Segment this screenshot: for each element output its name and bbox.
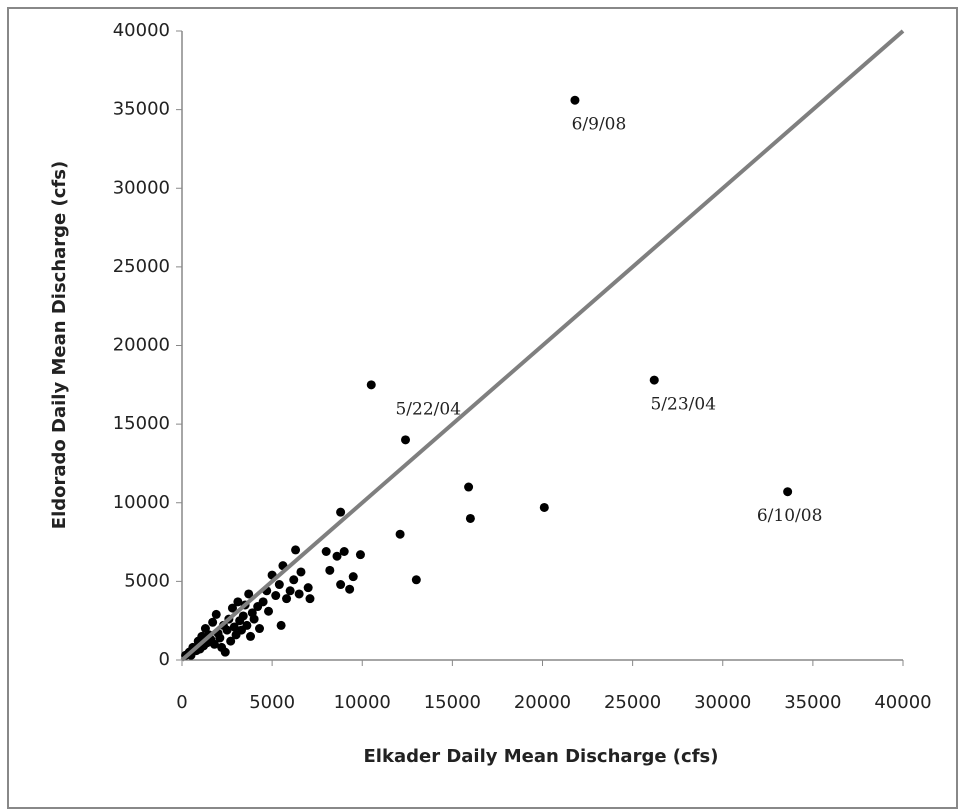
point — [215, 633, 225, 643]
reference-line — [180, 29, 905, 662]
frame — [7, 7, 958, 809]
point — [348, 572, 358, 582]
y-tick-label: 30000 — [113, 177, 170, 198]
y-tick-label: 35000 — [113, 99, 170, 120]
point — [465, 513, 475, 523]
x-tick-label: 10000 — [334, 692, 391, 713]
y-tick-label: 15000 — [113, 413, 170, 434]
y-tick-label: 25000 — [113, 256, 170, 277]
point — [274, 580, 284, 590]
annotation: 6/10/08 — [757, 506, 823, 526]
point — [464, 482, 474, 492]
point — [649, 375, 659, 385]
point — [305, 594, 315, 604]
x-tick-label: 40000 — [874, 692, 931, 713]
y-tick-label: 20000 — [113, 335, 170, 356]
x-tick-label: 30000 — [694, 692, 751, 713]
annotation: 5/22/04 — [395, 399, 461, 419]
point — [336, 580, 346, 590]
x-tick-label: 20000 — [514, 692, 571, 713]
point — [339, 546, 349, 556]
point — [208, 617, 218, 627]
point — [245, 631, 255, 641]
point — [401, 435, 411, 445]
point — [255, 624, 265, 634]
point — [211, 609, 221, 619]
point — [539, 502, 549, 512]
point — [325, 565, 335, 575]
point — [238, 611, 248, 621]
point — [336, 507, 346, 517]
y-tick-label: 0 — [159, 649, 170, 670]
point — [229, 622, 239, 632]
point — [222, 625, 232, 635]
point — [570, 95, 580, 105]
x-tick-label: 25000 — [604, 692, 661, 713]
point — [226, 636, 236, 646]
point — [303, 583, 313, 593]
y-axis-label: Eldorado Daily Mean Discharge (cfs) — [49, 161, 70, 529]
point — [242, 620, 252, 630]
point — [332, 551, 342, 561]
point — [264, 606, 274, 616]
y-tick-label: 40000 — [113, 20, 170, 41]
point — [395, 529, 405, 539]
point — [258, 597, 268, 607]
point — [291, 545, 301, 555]
point — [227, 603, 237, 613]
point — [783, 487, 793, 497]
point — [285, 586, 295, 596]
point — [233, 597, 243, 607]
x-tick-label: 35000 — [784, 692, 841, 713]
point — [345, 584, 355, 594]
point — [355, 550, 365, 560]
point — [411, 575, 421, 585]
y-tick-label: 10000 — [113, 492, 170, 513]
x-axis-label: Elkader Daily Mean Discharge (cfs) — [364, 746, 719, 767]
point — [209, 639, 219, 649]
annotation: 5/23/04 — [650, 395, 716, 415]
point — [276, 620, 286, 630]
x-tick-label: 15000 — [424, 692, 481, 713]
point — [366, 380, 376, 390]
point — [282, 594, 292, 604]
point — [294, 589, 304, 599]
point — [249, 614, 259, 624]
point — [296, 567, 306, 577]
x-tick-label: 0 — [176, 692, 187, 713]
annotation: 6/9/08 — [572, 115, 627, 135]
point — [321, 546, 331, 556]
point — [220, 647, 230, 657]
y-tick-label: 5000 — [124, 570, 170, 591]
point — [271, 591, 281, 601]
x-tick-label: 5000 — [249, 692, 295, 713]
point — [244, 589, 254, 599]
point — [289, 575, 299, 585]
